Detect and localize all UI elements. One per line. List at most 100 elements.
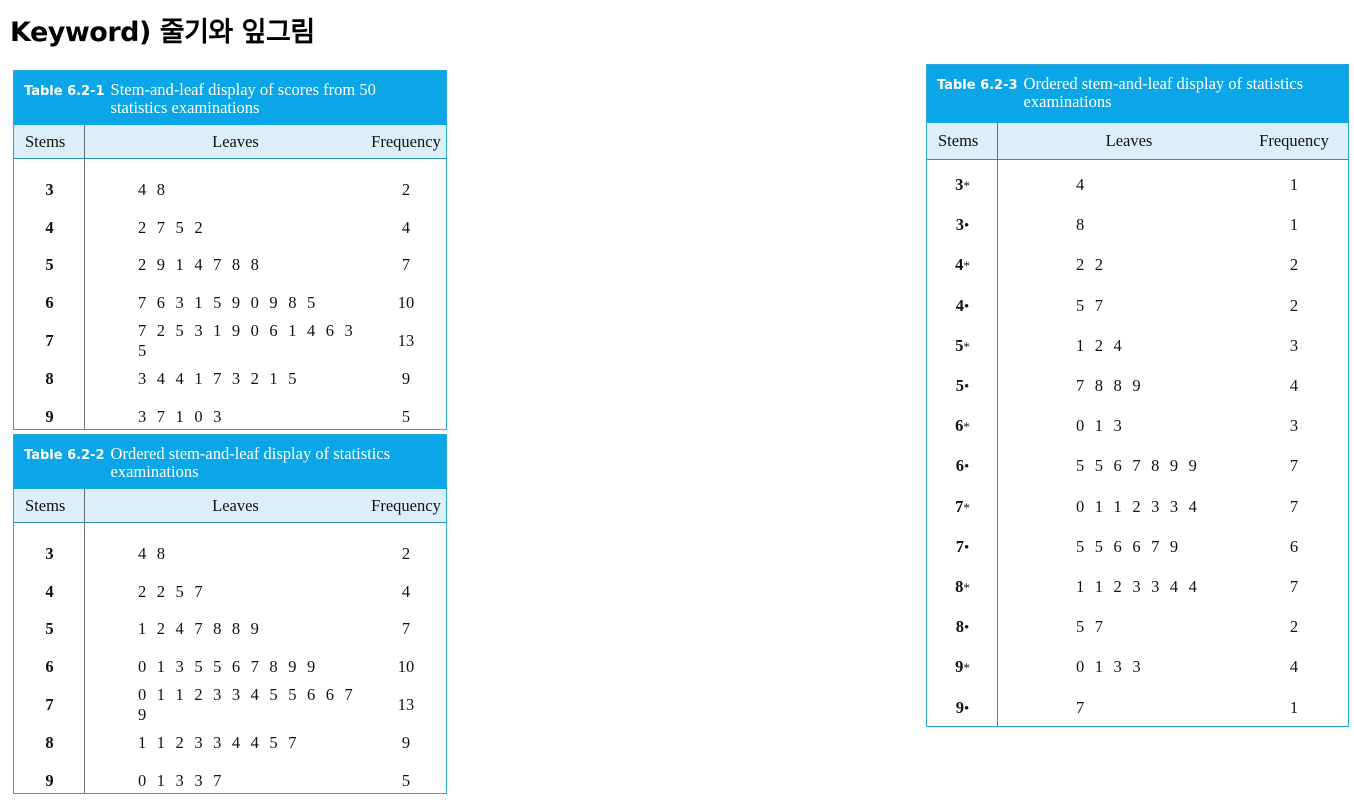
- row-frequency: 1: [1289, 697, 1299, 717]
- table-row: 4 2 7 5 2 4: [14, 209, 446, 247]
- header-frequency: Frequency: [371, 131, 441, 151]
- table-caption: Table 6.2-2 Ordered stem-and-leaf display…: [14, 435, 446, 489]
- row-leaves: 3 7 1 0 3: [138, 406, 225, 426]
- header-stems: Stems: [927, 123, 998, 159]
- stem-value: 6: [955, 456, 964, 476]
- table-row: 8* 1 1 2 3 3 4 4 7: [927, 567, 1348, 607]
- row-leaves: 0 1 3 3: [1076, 657, 1144, 677]
- stem-value: 8: [45, 732, 54, 752]
- table-row: 3 4 8 2: [14, 171, 446, 209]
- table-row: 5 2 9 1 4 7 8 8 7: [14, 247, 446, 285]
- row-stem: 6: [14, 293, 85, 313]
- row-leaves: 8: [1076, 215, 1088, 235]
- table-6-2-3: Table 6.2-3 Ordered stem-and-leaf display…: [926, 64, 1349, 727]
- row-leaves: 5 7: [1076, 617, 1107, 637]
- row-stem: 5: [14, 255, 85, 275]
- row-stem: 7: [14, 331, 85, 351]
- row-stem: 6: [14, 657, 85, 677]
- stem-value: 3: [45, 543, 54, 563]
- row-frequency: 1: [1289, 215, 1299, 235]
- stem-value: 9: [955, 697, 964, 717]
- table-number: Table 6.2-3: [937, 78, 1018, 93]
- row-frequency: 5: [401, 770, 411, 790]
- stem-value: 9: [955, 657, 964, 677]
- table-row: 4* 2 2 2: [927, 245, 1348, 285]
- row-stem: 9: [14, 407, 85, 427]
- stem-symbol: *: [963, 499, 970, 515]
- table-body: 3* 4 1 3• 8 1 4* 2 2 2 4• 5 7 2 5* 1 2 4 3 5• 7 8 8 9 4 6*…: [927, 160, 1348, 726]
- row-stem: 4: [14, 218, 85, 238]
- row-leaves: 7 8 8 9: [1076, 376, 1144, 396]
- row-stem: 3*: [927, 175, 998, 195]
- header-frequency: Frequency: [371, 495, 441, 515]
- table-row: 3* 4 1: [927, 165, 1348, 205]
- stem-symbol: •: [963, 620, 970, 637]
- table-header-row: Stems Leaves Frequency: [14, 125, 446, 159]
- table-row: 6* 0 1 3 3: [927, 406, 1348, 446]
- row-leaves: 4 8: [138, 543, 169, 563]
- stem-symbol: *: [963, 579, 970, 595]
- row-leaves: 3 4 4 1 7 3 2 1 5: [138, 368, 300, 388]
- row-frequency: 4: [1289, 657, 1299, 677]
- table-number: Table 6.2-1: [24, 84, 105, 99]
- row-frequency: 9: [401, 732, 411, 752]
- stem-symbol: •: [963, 539, 970, 556]
- row-frequency: 2: [401, 179, 411, 199]
- row-stem: 7•: [927, 537, 998, 557]
- row-leaves: 0 1 3 3 7: [138, 770, 225, 790]
- table-6-2-1: Table 6.2-1 Stem-and-leaf display of scor…: [13, 70, 447, 430]
- row-frequency: 7: [1289, 456, 1299, 476]
- row-leaves: 2 7 5 2: [138, 217, 206, 237]
- row-frequency: 13: [397, 695, 415, 715]
- stem-value: 5: [45, 619, 54, 639]
- stem-value: 6: [45, 293, 54, 313]
- row-leaves: 4 8: [138, 179, 169, 199]
- table-caption: Table 6.2-1 Stem-and-leaf display of scor…: [14, 71, 446, 125]
- row-leaves: 5 5 6 7 8 9 9: [1076, 456, 1201, 476]
- table-6-2-2: Table 6.2-2 Ordered stem-and-leaf display…: [13, 434, 447, 794]
- header-stems: Stems: [14, 489, 85, 522]
- table-row: 5 1 2 4 7 8 8 9 7: [14, 611, 446, 649]
- row-stem: 8*: [927, 577, 998, 597]
- row-stem: 6*: [927, 416, 998, 436]
- row-leaves: 7: [1076, 697, 1088, 717]
- stem-value: 7: [955, 496, 964, 516]
- stem-symbol: •: [963, 700, 970, 717]
- row-frequency: 6: [1289, 536, 1299, 556]
- row-frequency: 10: [397, 657, 415, 677]
- row-stem: 3: [14, 180, 85, 200]
- stem-value: 5: [45, 255, 54, 275]
- row-leaves: 2 2: [1076, 255, 1107, 275]
- stem-value: 8: [955, 576, 964, 596]
- row-frequency: 5: [401, 406, 411, 426]
- row-stem: 3: [14, 544, 85, 564]
- row-leaves: 5 7: [1076, 295, 1107, 315]
- table-caption-text: Ordered stem-and-leaf display of statist…: [1023, 74, 1304, 111]
- stem-value: 8: [45, 368, 54, 388]
- table-header-row: Stems Leaves Frequency: [14, 489, 446, 523]
- row-stem: 8: [14, 369, 85, 389]
- row-leaves: 0 1 3: [1076, 416, 1125, 436]
- stem-symbol: •: [963, 459, 970, 476]
- table-row: 9 0 1 3 3 7 5: [14, 762, 446, 800]
- table-row: 9* 0 1 3 3 4: [927, 647, 1348, 687]
- stem-symbol: *: [963, 178, 970, 194]
- stem-value: 3: [955, 175, 964, 195]
- row-stem: 9: [14, 771, 85, 791]
- table-row: 9 3 7 1 0 3 5: [14, 398, 446, 436]
- row-stem: 6•: [927, 456, 998, 476]
- table-row: 3• 8 1: [927, 205, 1348, 245]
- row-leaves: 2 2 5 7: [138, 581, 206, 601]
- row-leaves: 1 2 4 7 8 8 9: [138, 619, 263, 639]
- stem-symbol: *: [963, 660, 970, 676]
- row-stem: 8•: [927, 617, 998, 637]
- row-leaves: 1 1 2 3 3 4 4: [1076, 576, 1201, 596]
- row-stem: 3•: [927, 215, 998, 235]
- header-frequency: Frequency: [1259, 131, 1329, 150]
- stem-value: 7: [955, 536, 964, 556]
- table-caption: Table 6.2-3 Ordered stem-and-leaf display…: [927, 65, 1348, 123]
- table-row: 3 4 8 2: [14, 535, 446, 573]
- page-title: Keyword) 줄기와 잎그림: [10, 17, 315, 48]
- stem-value: 6: [45, 657, 54, 677]
